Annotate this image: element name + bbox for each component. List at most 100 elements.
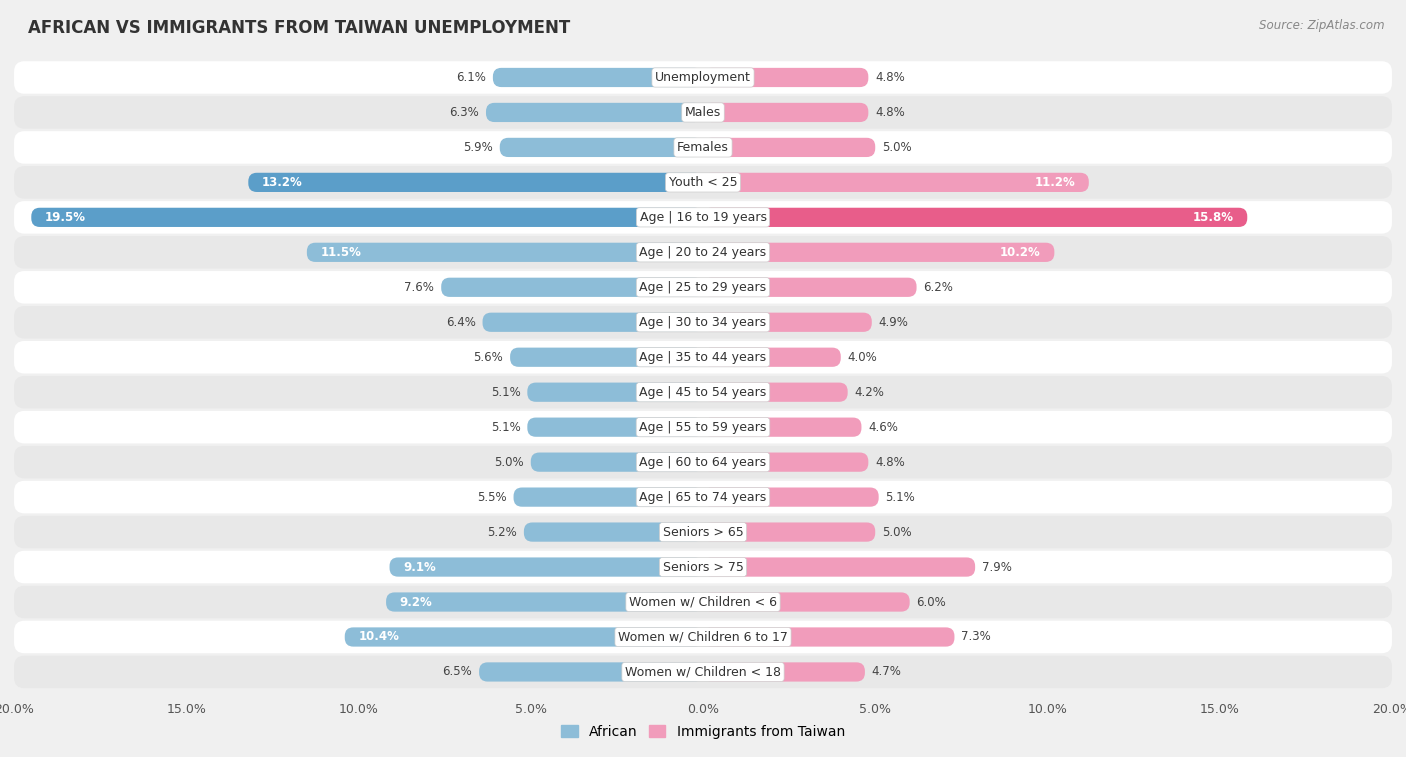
FancyBboxPatch shape xyxy=(387,593,703,612)
FancyBboxPatch shape xyxy=(703,243,1054,262)
FancyBboxPatch shape xyxy=(703,382,848,402)
Text: Youth < 25: Youth < 25 xyxy=(669,176,737,189)
Text: 5.1%: 5.1% xyxy=(491,386,520,399)
Text: 4.6%: 4.6% xyxy=(869,421,898,434)
FancyBboxPatch shape xyxy=(703,557,976,577)
FancyBboxPatch shape xyxy=(703,207,1247,227)
FancyBboxPatch shape xyxy=(703,313,872,332)
Text: Females: Females xyxy=(678,141,728,154)
Text: AFRICAN VS IMMIGRANTS FROM TAIWAN UNEMPLOYMENT: AFRICAN VS IMMIGRANTS FROM TAIWAN UNEMPL… xyxy=(28,19,571,37)
FancyBboxPatch shape xyxy=(703,418,862,437)
FancyBboxPatch shape xyxy=(14,166,1392,198)
FancyBboxPatch shape xyxy=(14,446,1392,478)
FancyBboxPatch shape xyxy=(703,662,865,681)
FancyBboxPatch shape xyxy=(14,271,1392,304)
Text: Women w/ Children < 18: Women w/ Children < 18 xyxy=(626,665,780,678)
FancyBboxPatch shape xyxy=(14,96,1392,129)
Text: 6.3%: 6.3% xyxy=(450,106,479,119)
FancyBboxPatch shape xyxy=(703,628,955,646)
Text: Age | 20 to 24 years: Age | 20 to 24 years xyxy=(640,246,766,259)
Text: 9.2%: 9.2% xyxy=(399,596,433,609)
FancyBboxPatch shape xyxy=(389,557,703,577)
Text: Women w/ Children < 6: Women w/ Children < 6 xyxy=(628,596,778,609)
FancyBboxPatch shape xyxy=(14,131,1392,164)
Text: 10.2%: 10.2% xyxy=(1000,246,1040,259)
FancyBboxPatch shape xyxy=(249,173,703,192)
Text: Males: Males xyxy=(685,106,721,119)
Text: Age | 25 to 29 years: Age | 25 to 29 years xyxy=(640,281,766,294)
Text: 6.1%: 6.1% xyxy=(456,71,486,84)
Text: 11.5%: 11.5% xyxy=(321,246,361,259)
FancyBboxPatch shape xyxy=(703,103,869,122)
Text: 11.2%: 11.2% xyxy=(1035,176,1076,189)
Text: Age | 35 to 44 years: Age | 35 to 44 years xyxy=(640,350,766,363)
Text: 4.8%: 4.8% xyxy=(875,456,905,469)
FancyBboxPatch shape xyxy=(703,138,875,157)
Text: 6.4%: 6.4% xyxy=(446,316,475,329)
FancyBboxPatch shape xyxy=(527,418,703,437)
Text: 6.5%: 6.5% xyxy=(443,665,472,678)
Text: Age | 30 to 34 years: Age | 30 to 34 years xyxy=(640,316,766,329)
Text: 7.6%: 7.6% xyxy=(405,281,434,294)
FancyBboxPatch shape xyxy=(14,551,1392,584)
FancyBboxPatch shape xyxy=(14,621,1392,653)
Text: 9.1%: 9.1% xyxy=(404,560,436,574)
FancyBboxPatch shape xyxy=(14,376,1392,409)
FancyBboxPatch shape xyxy=(703,488,879,506)
Text: 7.9%: 7.9% xyxy=(981,560,1012,574)
FancyBboxPatch shape xyxy=(703,593,910,612)
Text: 7.3%: 7.3% xyxy=(962,631,991,643)
Text: Women w/ Children 6 to 17: Women w/ Children 6 to 17 xyxy=(619,631,787,643)
FancyBboxPatch shape xyxy=(703,453,869,472)
FancyBboxPatch shape xyxy=(524,522,703,542)
Legend: African, Immigrants from Taiwan: African, Immigrants from Taiwan xyxy=(555,719,851,744)
Text: 15.8%: 15.8% xyxy=(1192,211,1233,224)
FancyBboxPatch shape xyxy=(510,347,703,367)
FancyBboxPatch shape xyxy=(344,628,703,646)
FancyBboxPatch shape xyxy=(513,488,703,506)
Text: 5.9%: 5.9% xyxy=(463,141,494,154)
FancyBboxPatch shape xyxy=(482,313,703,332)
Text: 5.6%: 5.6% xyxy=(474,350,503,363)
FancyBboxPatch shape xyxy=(531,453,703,472)
Text: 5.5%: 5.5% xyxy=(477,491,506,503)
FancyBboxPatch shape xyxy=(527,382,703,402)
FancyBboxPatch shape xyxy=(14,306,1392,338)
FancyBboxPatch shape xyxy=(703,278,917,297)
Text: 5.1%: 5.1% xyxy=(886,491,915,503)
Text: Age | 60 to 64 years: Age | 60 to 64 years xyxy=(640,456,766,469)
Text: Age | 65 to 74 years: Age | 65 to 74 years xyxy=(640,491,766,503)
Text: 4.8%: 4.8% xyxy=(875,106,905,119)
Text: Source: ZipAtlas.com: Source: ZipAtlas.com xyxy=(1260,19,1385,32)
FancyBboxPatch shape xyxy=(703,68,869,87)
Text: 4.2%: 4.2% xyxy=(855,386,884,399)
Text: 5.0%: 5.0% xyxy=(882,525,911,538)
Text: Age | 16 to 19 years: Age | 16 to 19 years xyxy=(640,211,766,224)
FancyBboxPatch shape xyxy=(499,138,703,157)
FancyBboxPatch shape xyxy=(14,236,1392,269)
FancyBboxPatch shape xyxy=(486,103,703,122)
FancyBboxPatch shape xyxy=(703,347,841,367)
FancyBboxPatch shape xyxy=(441,278,703,297)
FancyBboxPatch shape xyxy=(14,481,1392,513)
Text: Seniors > 65: Seniors > 65 xyxy=(662,525,744,538)
Text: Seniors > 75: Seniors > 75 xyxy=(662,560,744,574)
FancyBboxPatch shape xyxy=(14,341,1392,373)
FancyBboxPatch shape xyxy=(494,68,703,87)
FancyBboxPatch shape xyxy=(14,586,1392,618)
FancyBboxPatch shape xyxy=(703,522,875,542)
Text: 10.4%: 10.4% xyxy=(359,631,399,643)
FancyBboxPatch shape xyxy=(14,201,1392,234)
Text: 5.0%: 5.0% xyxy=(882,141,911,154)
Text: Unemployment: Unemployment xyxy=(655,71,751,84)
Text: 4.0%: 4.0% xyxy=(848,350,877,363)
Text: 19.5%: 19.5% xyxy=(45,211,86,224)
FancyBboxPatch shape xyxy=(14,411,1392,444)
Text: 5.1%: 5.1% xyxy=(491,421,520,434)
FancyBboxPatch shape xyxy=(307,243,703,262)
Text: 4.7%: 4.7% xyxy=(872,665,901,678)
Text: 4.9%: 4.9% xyxy=(879,316,908,329)
Text: 5.2%: 5.2% xyxy=(488,525,517,538)
FancyBboxPatch shape xyxy=(14,656,1392,688)
Text: 13.2%: 13.2% xyxy=(262,176,302,189)
